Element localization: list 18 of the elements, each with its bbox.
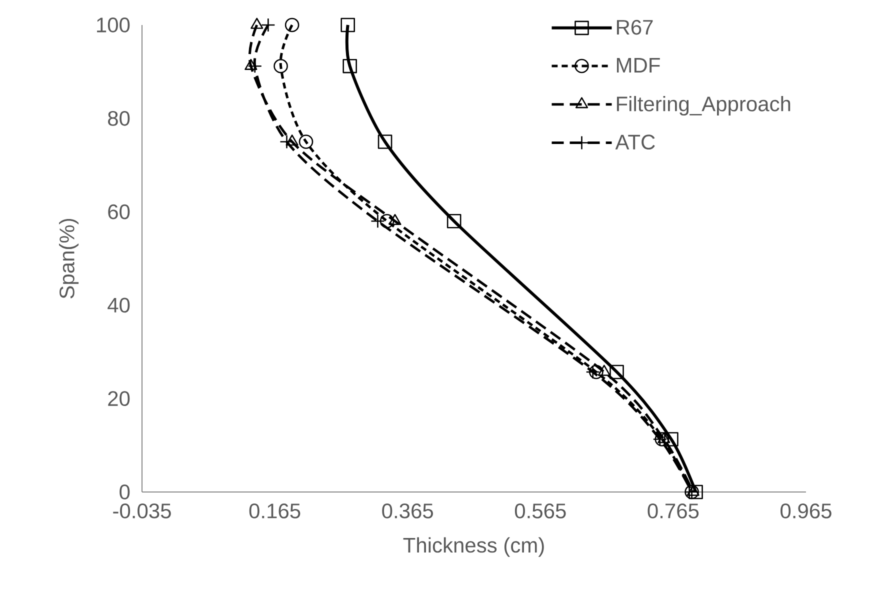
x-tick-label: 0.965 — [780, 504, 832, 518]
y-tick-label: 40 — [108, 298, 130, 313]
legend-label: MDF — [616, 58, 660, 72]
x-tick-label: -0.035 — [113, 504, 171, 518]
x-tick-label: 0.765 — [648, 504, 699, 518]
legend-label: R67 — [616, 20, 653, 35]
y-tick-label: 0 — [120, 484, 130, 500]
legend-label: Filtering_Approach — [616, 96, 790, 116]
y-axis-title: Span(%) — [59, 218, 79, 298]
x-tick-label: 0.165 — [249, 504, 300, 518]
x-axis-title: Thickness (cm) — [403, 537, 544, 557]
y-tick-label: 60 — [108, 204, 130, 220]
y-tick-label: 20 — [108, 391, 130, 406]
legend-label: ATC — [615, 134, 655, 150]
x-tick-label: 0.365 — [382, 504, 433, 518]
y-tick-label: 100 — [97, 18, 130, 32]
y-tick-label: 80 — [108, 110, 130, 126]
x-tick-label: 0.565 — [514, 504, 566, 518]
